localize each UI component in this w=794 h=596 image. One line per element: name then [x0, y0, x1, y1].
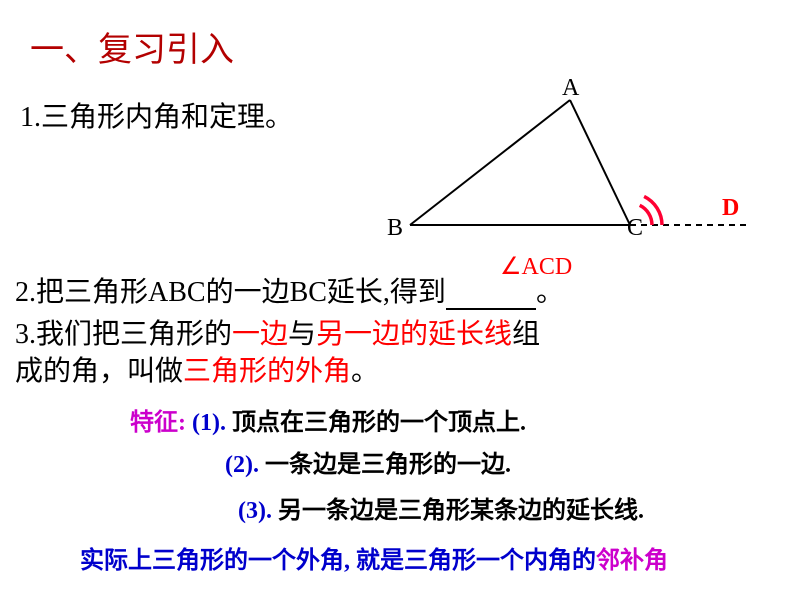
blank-underline [446, 282, 536, 310]
vertex-d-label: D [722, 195, 739, 222]
vertex-a-label: A [562, 75, 579, 102]
triangle-diagram: A B C D [380, 75, 780, 255]
t3a: 3.我们把三角形的 [15, 319, 232, 350]
t3ba: 成的角，叫做 [15, 356, 183, 387]
t3c: 与 [288, 319, 316, 350]
summary-b: 邻补角 [596, 548, 668, 574]
section-title: 一、复习引入 [30, 22, 234, 71]
vertex-c-label: C [627, 215, 643, 242]
t3b: 一边 [232, 319, 288, 350]
triangle-svg [380, 75, 780, 255]
item-2-text-a: 2.把三角形ABC的一边BC延长,得到 [15, 277, 446, 308]
t3bb: 三角形的外角 [183, 356, 351, 387]
feat-2-text: 一条边是三角形的一边. [265, 452, 511, 478]
feat-n1: (1). [192, 410, 232, 436]
item-1: 1.三角形内角和定理。 [20, 95, 293, 135]
item-2: 2.把三角形ABC的一边BC延长,得到 。 [15, 270, 564, 310]
summary-line: 实际上三角形的一个外角, 就是三角形一个内角的邻补角 [80, 540, 668, 575]
t3bc: 。 [351, 356, 379, 387]
summary-a: 实际上三角形的一个外角, 就是三角形一个内角的 [80, 548, 596, 574]
feat-label: 特征: [130, 410, 192, 436]
feature-3: (3). 另一条边是三角形某条边的延长线. [238, 490, 644, 525]
feat-3-text: 另一条边是三角形某条边的延长线. [278, 498, 644, 524]
item-3-line-b: 成的角，叫做三角形的外角。 [15, 349, 379, 389]
feat-n2: (2). [225, 452, 265, 478]
item-3-line-a: 3.我们把三角形的一边与另一边的延长线组 [15, 312, 540, 352]
feature-1: 特征: (1). 顶点在三角形的一个顶点上. [130, 402, 526, 437]
item-2-text-b: 。 [536, 277, 564, 308]
feat-1-text: 顶点在三角形的一个顶点上. [232, 410, 526, 436]
vertex-b-label: B [387, 215, 403, 242]
feature-2: (2). 一条边是三角形的一边. [225, 444, 511, 479]
feat-n3: (3). [238, 498, 278, 524]
t3d: 另一边的延长线 [316, 319, 512, 350]
t3e: 组 [512, 319, 540, 350]
